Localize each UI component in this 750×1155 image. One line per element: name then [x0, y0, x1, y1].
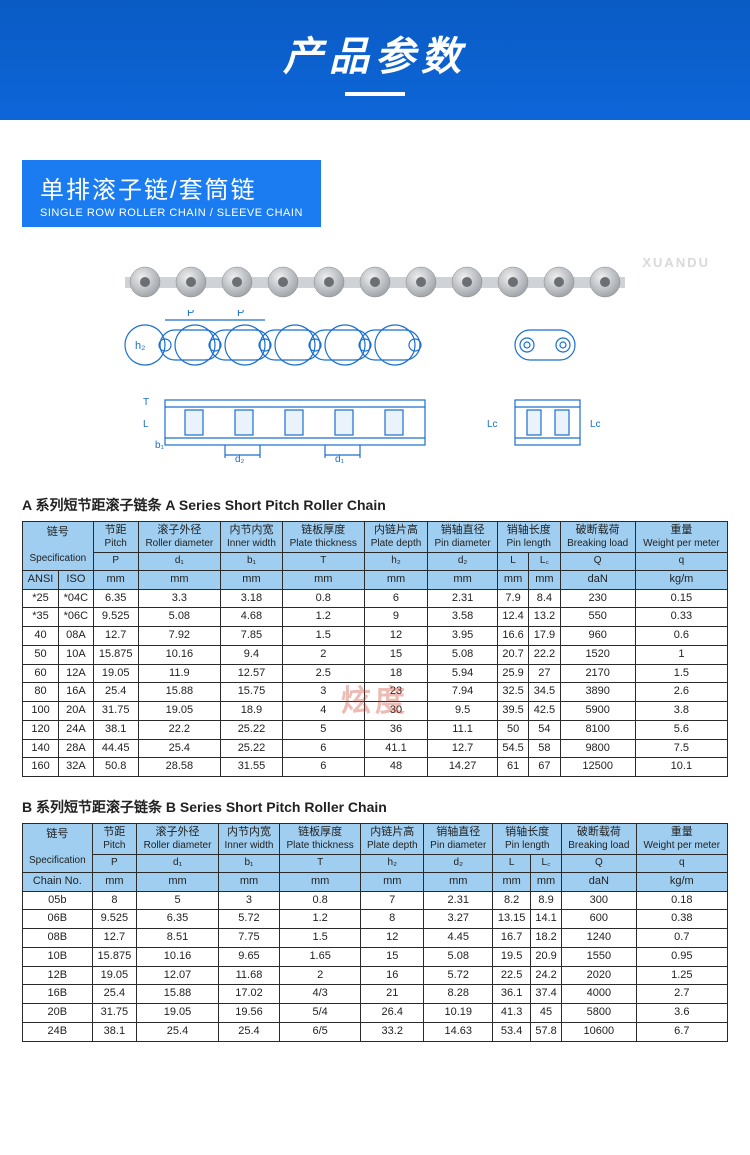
table-row: *25*04C6.353.33.180.862.317.98.42300.15	[23, 589, 728, 608]
table-row: 10B15.87510.169.651.65155.0819.520.91550…	[23, 947, 728, 966]
table-row: 16B25.415.8817.024/3218.2836.137.440002.…	[23, 985, 728, 1004]
page-title: 产品参数	[283, 24, 467, 82]
svg-text:b₁: b₁	[155, 440, 165, 451]
table-row: 20B31.7519.0519.565/426.410.1941.3455800…	[23, 1004, 728, 1023]
table-row: 14028A44.4525.425.22641.112.754.55898007…	[23, 739, 728, 758]
svg-text:T: T	[143, 397, 149, 408]
svg-text:P: P	[187, 310, 194, 319]
table-row: 05b8530.872.318.28.93000.18	[23, 891, 728, 910]
svg-text:L: L	[143, 419, 149, 430]
table-row: 4008A12.77.927.851.5123.9516.617.99600.6	[23, 627, 728, 646]
table-row: 10020A31.7519.0518.94309.539.542.559003.…	[23, 702, 728, 721]
table-row: 12B19.0512.0711.682165.7222.524.220201.2…	[23, 966, 728, 985]
svg-text:d₂: d₂	[235, 454, 245, 465]
table-a: 链号 Specification 节距Pitch 滚子外径Roller diam…	[22, 521, 728, 777]
svg-text:d₁: d₁	[335, 454, 345, 465]
section-label: 单排滚子链/套筒链 SINGLE ROW ROLLER CHAIN / SLEE…	[22, 160, 321, 227]
svg-text:h₂: h₂	[135, 340, 145, 352]
table-b-title: B 系列短节距滚子链条 B Series Short Pitch Roller …	[22, 797, 728, 817]
table-row: 12024A38.122.225.2253611.1505481005.6	[23, 720, 728, 739]
table-b: 链号 Specification 节距Pitch 滚子外径Roller diam…	[22, 823, 728, 1042]
table-row: 06B9.5256.355.721.283.2713.1514.16000.38	[23, 910, 728, 929]
svg-text:Lc: Lc	[590, 419, 601, 430]
table-a-block: A 系列短节距滚子链条 A Series Short Pitch Roller …	[0, 495, 750, 777]
chain-drawing-icon: P P h₂ T	[95, 310, 655, 470]
chain-photo-icon	[115, 255, 635, 310]
svg-text:P: P	[237, 310, 244, 319]
table-row: 24B38.125.425.46/533.214.6353.457.810600…	[23, 1022, 728, 1041]
watermark-top: XUANDU	[642, 255, 710, 270]
table-row: 5010A15.87510.169.42155.0820.722.215201	[23, 645, 728, 664]
table-b-block: B 系列短节距滚子链条 B Series Short Pitch Roller …	[0, 797, 750, 1042]
svg-text:Lc: Lc	[487, 419, 498, 430]
section-en: SINGLE ROW ROLLER CHAIN / SLEEVE CHAIN	[40, 207, 303, 219]
table-a-title: A 系列短节距滚子链条 A Series Short Pitch Roller …	[22, 495, 728, 515]
table-row: 08B12.78.517.751.5124.4516.718.212400.7	[23, 929, 728, 948]
table-row: 6012A19.0511.912.572.5185.9425.92721701.…	[23, 664, 728, 683]
title-underline	[345, 92, 405, 96]
table-row: 8016A25.415.8815.753237.9432.534.538902.…	[23, 683, 728, 702]
section-cn: 单排滚子链/套筒链	[40, 170, 303, 205]
diagram-area: XUANDU	[0, 245, 750, 485]
table-row: 16032A50.828.5831.5564814.2761671250010.…	[23, 758, 728, 777]
page-header: 产品参数	[0, 0, 750, 120]
table-row: *35*06C9.5255.084.681.293.5812.413.25500…	[23, 608, 728, 627]
